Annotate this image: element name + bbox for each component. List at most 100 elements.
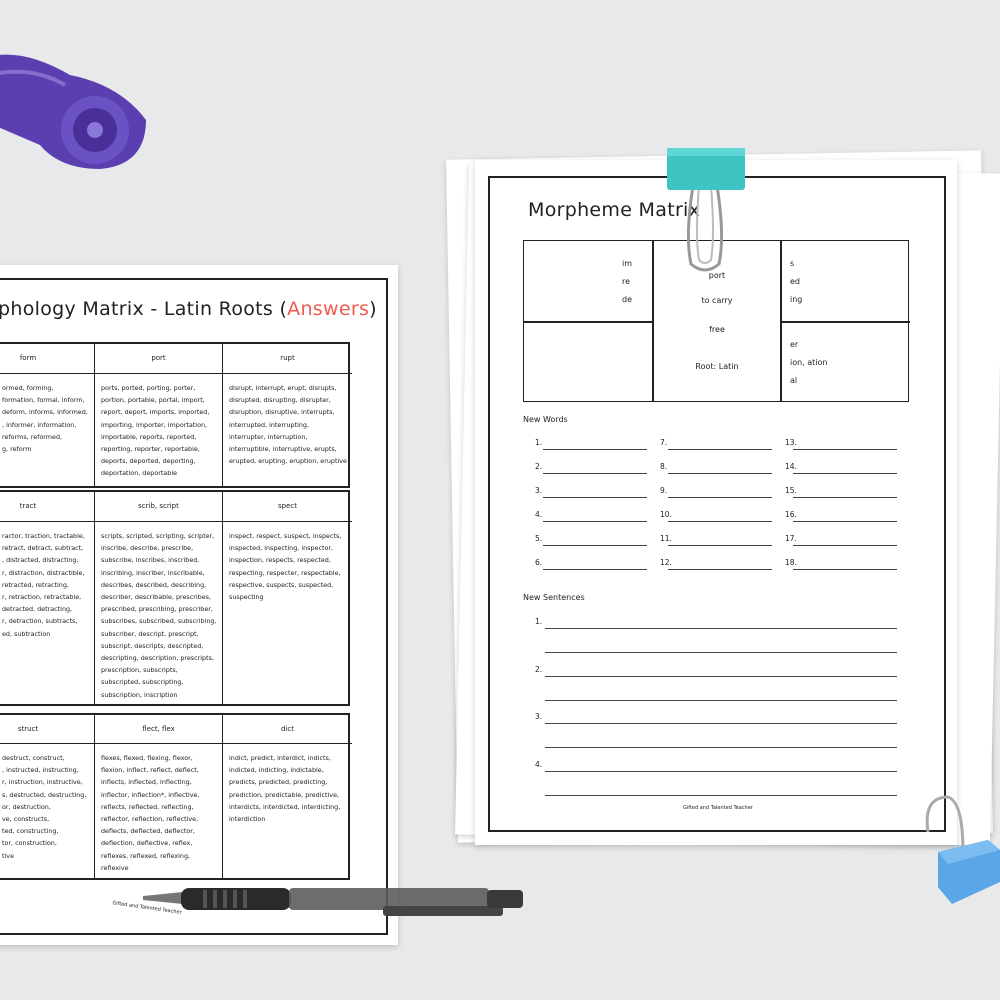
blue-binder-clip bbox=[918, 792, 1000, 907]
word-blank-line[interactable] bbox=[793, 497, 897, 498]
word-blank-line[interactable] bbox=[793, 449, 897, 450]
word-line: interruptible, interruptive, erupts, bbox=[229, 445, 337, 454]
word-blank-line[interactable] bbox=[793, 521, 897, 522]
word-number: 1. bbox=[535, 438, 543, 447]
word-line: disrupted, disrupting, disrupter, bbox=[229, 396, 331, 405]
word-number: 7. bbox=[660, 438, 668, 447]
sentence-blank-line[interactable] bbox=[545, 771, 897, 773]
sentence-number: 2. bbox=[535, 664, 543, 674]
word-line: erupted, erupting, eruption, eruptive bbox=[229, 457, 347, 466]
word-line: portion, portable, portal, import, bbox=[101, 396, 205, 405]
word-blank-line[interactable] bbox=[793, 569, 897, 570]
word-blank-line[interactable] bbox=[543, 569, 647, 570]
word-number: 5. bbox=[535, 534, 543, 543]
word-line: ted, constructing, bbox=[2, 827, 59, 836]
word-blank-line[interactable] bbox=[668, 569, 772, 570]
sentence-blank-line[interactable] bbox=[545, 652, 897, 653]
sentence-blank-line[interactable] bbox=[545, 699, 897, 701]
word-line: deports, deported, deporting, bbox=[101, 457, 196, 466]
word-line: report, deport, imports, imported, bbox=[101, 408, 210, 417]
word-number: 10. bbox=[660, 510, 672, 519]
word-blank-line[interactable] bbox=[543, 473, 647, 474]
word-line: inflects, inflected, inflecting, bbox=[101, 778, 192, 787]
root-words-cell: ormed, forming, formation, formal, inform… bbox=[0, 374, 95, 486]
word-line: r, retraction, retractable, bbox=[2, 593, 82, 602]
word-blank-line[interactable] bbox=[668, 521, 772, 522]
word-number: 6. bbox=[535, 558, 543, 567]
morpheme-matrix-sheet bbox=[475, 160, 957, 845]
word-line: subscribes, subscribed, subscribing, bbox=[101, 617, 217, 626]
word-line: flexion, inflect, reflect, deflect, bbox=[101, 766, 199, 775]
sentence-blank-line[interactable] bbox=[545, 675, 897, 677]
word-number: 18. bbox=[785, 558, 797, 567]
root-header: flect, flex bbox=[95, 715, 223, 744]
root-header: struct bbox=[0, 715, 95, 744]
word-blank-line[interactable] bbox=[668, 545, 772, 546]
root-header: rupt bbox=[223, 344, 352, 374]
new-sentences-label: New Sentences bbox=[523, 593, 585, 602]
word-line: disruption, disruptive, interrupts, bbox=[229, 408, 335, 417]
word-line: indict, predict, interdict, indicts, bbox=[229, 754, 331, 762]
word-line: formation, formal, inform, bbox=[2, 396, 85, 405]
empty-prefix-cell[interactable] bbox=[524, 323, 650, 399]
morpheme-matrix-title: Morpheme Matrix bbox=[528, 199, 701, 221]
root-words-cell: inspect, respect, suspect, inspects, insp… bbox=[223, 522, 352, 704]
root-cell[interactable]: port to carry free Root: Latin bbox=[695, 271, 739, 371]
prefix-cell[interactable]: im re de bbox=[622, 259, 633, 304]
word-blank-line[interactable] bbox=[668, 449, 772, 450]
word-line: prescribed, prescribing, prescriber, bbox=[101, 605, 213, 614]
word-line: s, destructed, destructing, bbox=[2, 790, 87, 799]
root-words-cell: ports, ported, porting, porter, portion, … bbox=[95, 374, 223, 486]
word-blank-line[interactable] bbox=[543, 521, 647, 522]
new-words-label: New Words bbox=[523, 415, 568, 424]
sentence-blank-line[interactable] bbox=[545, 628, 897, 629]
word-blank-line[interactable] bbox=[793, 545, 897, 546]
sentence-blank-line[interactable] bbox=[545, 747, 897, 749]
word-blank-line[interactable] bbox=[543, 497, 647, 498]
sentence-number: 3. bbox=[535, 712, 543, 722]
morpheme-matrix-table: im re de port to carry free Root: Latin … bbox=[523, 240, 910, 402]
root-header: dict bbox=[223, 715, 352, 744]
root-header: scrib, script bbox=[95, 492, 223, 522]
word-line: prescription, subscripts, bbox=[101, 666, 178, 675]
suffix-cell-bottom[interactable]: er ion, ation al bbox=[790, 340, 828, 385]
word-blank-line[interactable] bbox=[543, 545, 647, 546]
sentence-number: 1. bbox=[535, 617, 543, 626]
sentence-blank-line[interactable] bbox=[545, 795, 897, 797]
word-line: disrupt, interrupt, erupt, disrupts, bbox=[229, 384, 337, 392]
word-line: or, destruction, bbox=[2, 802, 51, 811]
word-line: ormed, forming, bbox=[2, 384, 54, 392]
word-line: describes, described, describing, bbox=[101, 580, 207, 589]
word-line: g, reform bbox=[2, 445, 32, 454]
word-line: descripting, description, prescripts, bbox=[101, 654, 214, 663]
word-line: prediction, predictable, predictive, bbox=[229, 790, 340, 799]
word-number: 2. bbox=[535, 462, 543, 471]
word-line: ports, ported, porting, porter, bbox=[101, 384, 196, 392]
word-line: reforms, reformed, bbox=[2, 432, 63, 441]
word-line: subscript, descripts, descripted, bbox=[101, 641, 204, 650]
word-line: subscripted, subscripting, bbox=[101, 678, 184, 687]
word-line: ractor, traction, tractable, bbox=[2, 532, 85, 540]
word-line: importing, importer, importation, bbox=[101, 420, 208, 429]
teal-binder-clip bbox=[665, 146, 747, 274]
sentence-blank-line[interactable] bbox=[545, 723, 897, 725]
root-header: tract bbox=[0, 492, 95, 522]
word-line: , instructed, instructing, bbox=[2, 766, 79, 775]
word-line: indicted, indicting, indictable, bbox=[229, 766, 324, 775]
word-line: ed, subtraction bbox=[2, 629, 51, 638]
word-blank-line[interactable] bbox=[543, 449, 647, 450]
word-line: r, distraction, distractible, bbox=[2, 568, 85, 577]
word-blank-line[interactable] bbox=[793, 473, 897, 474]
word-line: inscribing, inscriber, inscribable, bbox=[101, 568, 205, 577]
word-blank-line[interactable] bbox=[668, 473, 772, 474]
root-header: spect bbox=[223, 492, 352, 522]
word-line: interrupted, interrupting, bbox=[229, 420, 310, 429]
suffix-cell-top[interactable]: s ed ing bbox=[790, 259, 803, 304]
root-words-cell: indict, predict, interdict, indicts, indi… bbox=[223, 744, 352, 878]
word-blank-line[interactable] bbox=[668, 497, 772, 498]
word-line: , distracted, distracting, bbox=[2, 556, 79, 565]
answers-label: Answers bbox=[287, 298, 370, 320]
word-line: r, detraction, subtracts, bbox=[2, 617, 78, 626]
pen bbox=[143, 878, 525, 922]
word-line: describer, describable, prescribes, bbox=[101, 593, 212, 602]
